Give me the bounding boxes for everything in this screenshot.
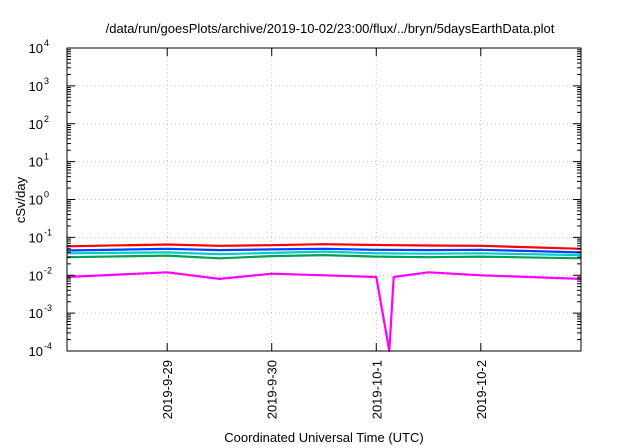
y-tick-label: 10: [29, 230, 43, 245]
y-tick-label: 10: [29, 306, 43, 321]
x-tick-label: 2019-9-29: [160, 360, 175, 419]
x-axis-label: Coordinated Universal Time (UTC): [224, 430, 423, 445]
y-tick-exponent: -2: [44, 265, 52, 275]
chart-title: /data/run/goesPlots/archive/2019-10-02/2…: [106, 21, 555, 36]
y-tick-exponent: -4: [44, 341, 52, 351]
y-tick-label: 10: [29, 193, 43, 208]
y-tick-label: 10: [29, 155, 43, 170]
x-tick-label: 2019-10-2: [474, 360, 489, 419]
series-line-3: [66, 247, 582, 254]
y-tick-exponent: -1: [44, 227, 52, 237]
y-tick-label: 10: [29, 41, 43, 56]
x-tick-label: 2019-9-30: [265, 360, 280, 419]
plot-area: [66, 243, 582, 353]
y-tick-exponent: 2: [44, 114, 49, 124]
y-tick-label: 10: [29, 79, 43, 94]
series-line-2: [66, 250, 582, 257]
y-tick-exponent: -3: [44, 303, 52, 313]
y-tick-label: 10: [29, 344, 43, 359]
y-axis-label: cSv/day: [13, 176, 28, 223]
series-line-1: [66, 254, 582, 260]
y-tick-label: 10: [29, 268, 43, 283]
y-tick-exponent: 3: [44, 76, 49, 86]
y-tick-exponent: 1: [44, 152, 49, 162]
y-tick-exponent: 4: [44, 38, 49, 48]
y-tick-label: 10: [29, 117, 43, 132]
series-line-0: [66, 243, 582, 250]
y-tick-exponent: 0: [44, 190, 49, 200]
x-tick-label: 2019-10-1: [369, 360, 384, 419]
series-line-4: [66, 271, 582, 353]
